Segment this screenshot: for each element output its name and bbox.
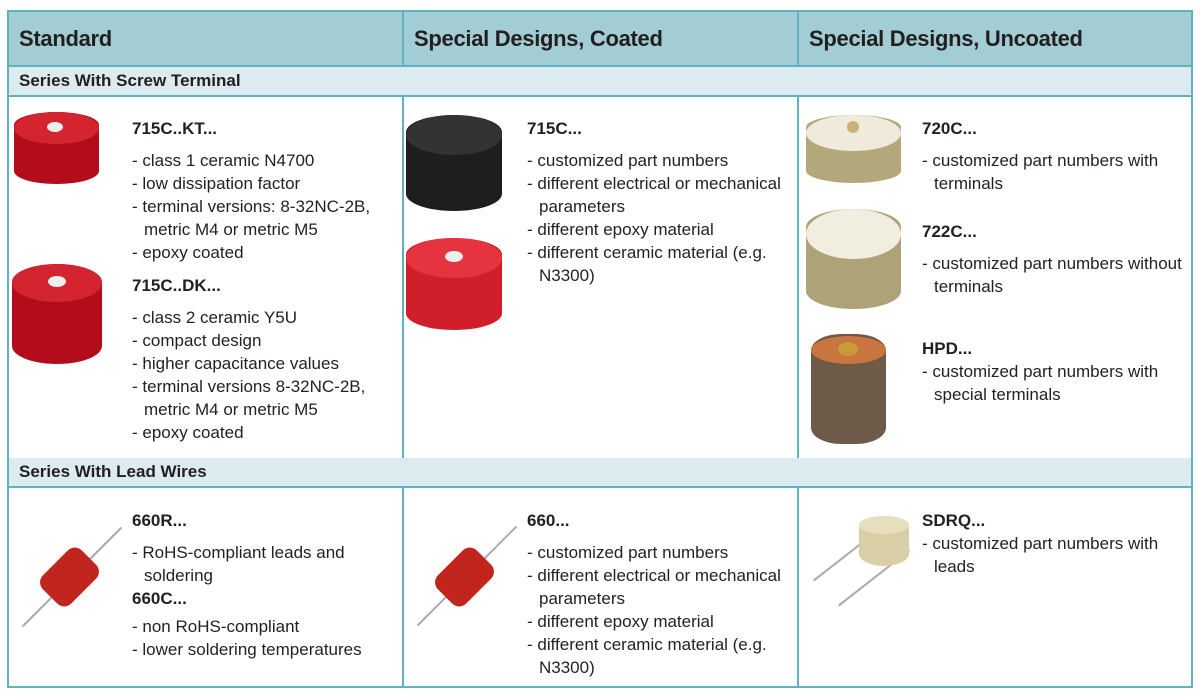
divider <box>797 488 799 688</box>
feature: class 2 ceramic Y5U <box>132 306 402 329</box>
capacitor-image-660r <box>12 522 132 632</box>
product-sdrq: SDRQ... customized part numbers with lea… <box>922 509 1192 578</box>
feature: customized part numbers with leads <box>922 532 1192 578</box>
feature: RoHS-compliant leads and soldering <box>132 541 402 587</box>
product-name: 722C... <box>922 222 977 241</box>
divider <box>797 12 799 67</box>
product-name: 715C..KT... <box>132 119 218 138</box>
feature: customized part numbers with special ter… <box>922 360 1192 406</box>
product-660: 660... customized part numbersdifferent … <box>527 509 792 679</box>
feature: customized part numbers <box>527 149 792 172</box>
product-715c-kt: 715C..KT... class 1 ceramic N4700low dis… <box>132 117 402 264</box>
feature: terminal versions 8-32NC-2B, metric M4 o… <box>132 375 402 421</box>
capacitor-image-660 <box>407 517 527 637</box>
product-name: 715C... <box>527 119 582 138</box>
capacitor-image-sdrq <box>804 512 924 622</box>
divider <box>402 97 404 458</box>
feature: low dissipation factor <box>132 172 402 195</box>
feature: customized part numbers <box>527 541 792 564</box>
header-special-coated: Special Designs, Coated <box>414 26 663 51</box>
product-name: 660... <box>527 511 570 530</box>
product-name: HPD... <box>922 339 973 358</box>
product-715c-dk: 715C..DK... class 2 ceramic Y5Ucompact d… <box>132 274 402 444</box>
feature: higher capacitance values <box>132 352 402 375</box>
capacitor-series-table: Standard Special Designs, Coated Special… <box>7 10 1193 688</box>
feature: lower soldering temperatures <box>132 638 402 661</box>
product-name: 715C..DK... <box>132 276 221 295</box>
feature: epoxy coated <box>132 241 402 264</box>
feature: different ceramic material (e.g. N3300) <box>527 241 792 287</box>
product-name: 660R... <box>132 511 187 530</box>
header-special-uncoated: Special Designs, Uncoated <box>809 26 1083 51</box>
feature: class 1 ceramic N4700 <box>132 149 402 172</box>
feature: terminal versions: 8-32NC-2B, metric M4 … <box>132 195 402 241</box>
section-screw-terminal: Series With Screw Terminal <box>9 67 1191 97</box>
product-660r: 660R... RoHS-compliant leads and solderi… <box>132 509 402 661</box>
capacitor-image-715c-black <box>406 115 502 211</box>
feature: different electrical or mechanical param… <box>527 172 792 218</box>
divider <box>797 97 799 458</box>
product-hpd: HPD... customized part numbers with spec… <box>922 337 1192 406</box>
product-name: SDRQ... <box>922 511 986 530</box>
product-715c: 715C... customized part numbersdifferent… <box>527 117 792 287</box>
feature: different epoxy material <box>527 218 792 241</box>
product-name: 720C... <box>922 119 977 138</box>
divider <box>402 12 404 67</box>
feature: non RoHS-compliant <box>132 615 402 638</box>
feature: customized part numbers without terminal… <box>922 252 1192 298</box>
capacitor-image-hpd <box>811 334 886 444</box>
header-standard: Standard <box>19 26 112 51</box>
feature: epoxy coated <box>132 421 402 444</box>
feature: compact design <box>132 329 402 352</box>
product-name: 660C... <box>132 589 187 608</box>
product-722c: 722C... customized part numbers without … <box>922 220 1192 298</box>
capacitor-image-715c-kt <box>14 112 99 184</box>
feature: customized part numbers with terminals <box>922 149 1192 195</box>
feature: different ceramic material (e.g. N3300) <box>527 633 792 679</box>
feature: different epoxy material <box>527 610 792 633</box>
section-lead-wires: Series With Lead Wires <box>9 458 1191 488</box>
table-header: Standard Special Designs, Coated Special… <box>9 12 1191 67</box>
divider <box>402 488 404 688</box>
capacitor-image-720c <box>806 115 901 183</box>
product-720c: 720C... customized part numbers with ter… <box>922 117 1192 195</box>
capacitor-image-715c-red <box>406 238 502 330</box>
feature: different electrical or mechanical param… <box>527 564 792 610</box>
capacitor-image-715c-dk <box>12 264 102 364</box>
capacitor-image-722c <box>806 209 901 309</box>
